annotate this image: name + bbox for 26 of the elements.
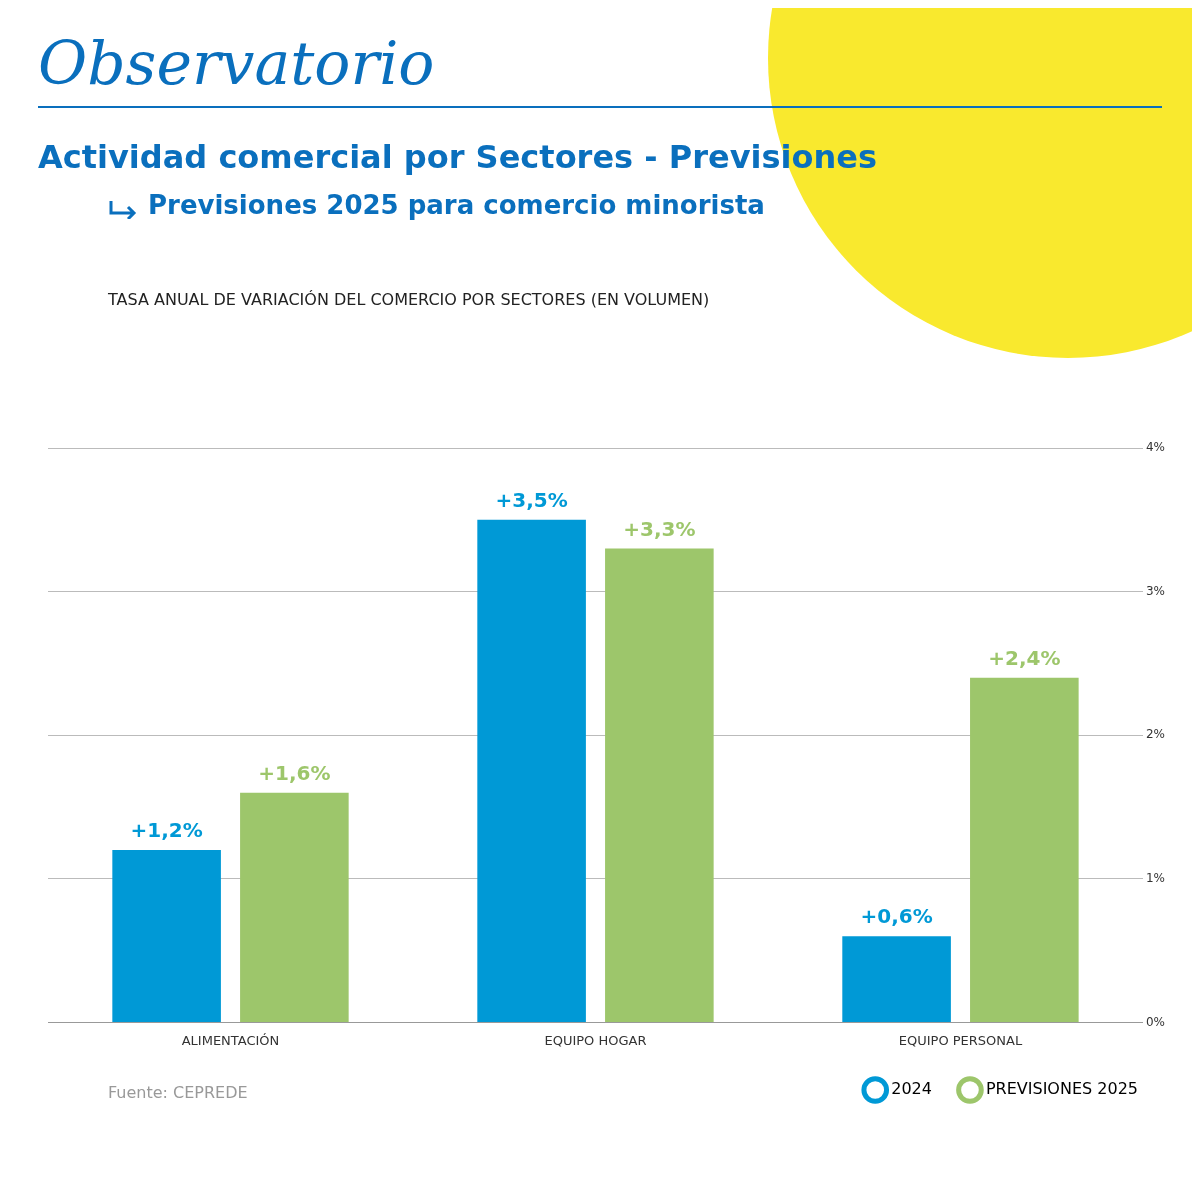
data-label: +2,4% xyxy=(988,645,1061,670)
x-tick-label: EQUIPO HOGAR xyxy=(544,1032,647,1048)
bar xyxy=(605,548,714,1022)
data-label: +3,5% xyxy=(495,488,568,512)
legend-label: PREVISIONES 2025 xyxy=(985,1079,1138,1099)
data-label: +1,2% xyxy=(130,818,203,843)
data-label: +0,6% xyxy=(860,904,933,929)
x-tick-label: ALIMENTACIÓN xyxy=(181,1032,280,1048)
text: Previsiones 2025 para comercio minorista xyxy=(147,190,766,220)
bar xyxy=(477,519,586,1022)
y-tick-label: 0% xyxy=(1145,1014,1166,1029)
source-note: Fuente: CEPREDE xyxy=(108,1083,248,1102)
y-tick-label: 1% xyxy=(1145,870,1166,885)
bar xyxy=(240,792,349,1022)
bar xyxy=(970,677,1079,1022)
y-tick-label: 3% xyxy=(1145,583,1166,598)
bar xyxy=(842,936,951,1022)
data-label: +1,6% xyxy=(258,760,331,785)
chart-title: Observatorio xyxy=(38,28,1162,108)
text: TASA ANUAL DE VARIACIÓN DEL COMERCIO POR SECTORES (EN VOLUMEN) xyxy=(108,290,711,309)
y-tick-label: 2% xyxy=(1145,727,1166,742)
x-tick-label: EQUIPO PERSONAL xyxy=(898,1032,1023,1048)
data-label: +3,3% xyxy=(623,516,696,541)
y-tick-label: 4% xyxy=(1145,440,1166,455)
bar xyxy=(112,850,221,1022)
legend-label: 2024 xyxy=(891,1079,932,1099)
